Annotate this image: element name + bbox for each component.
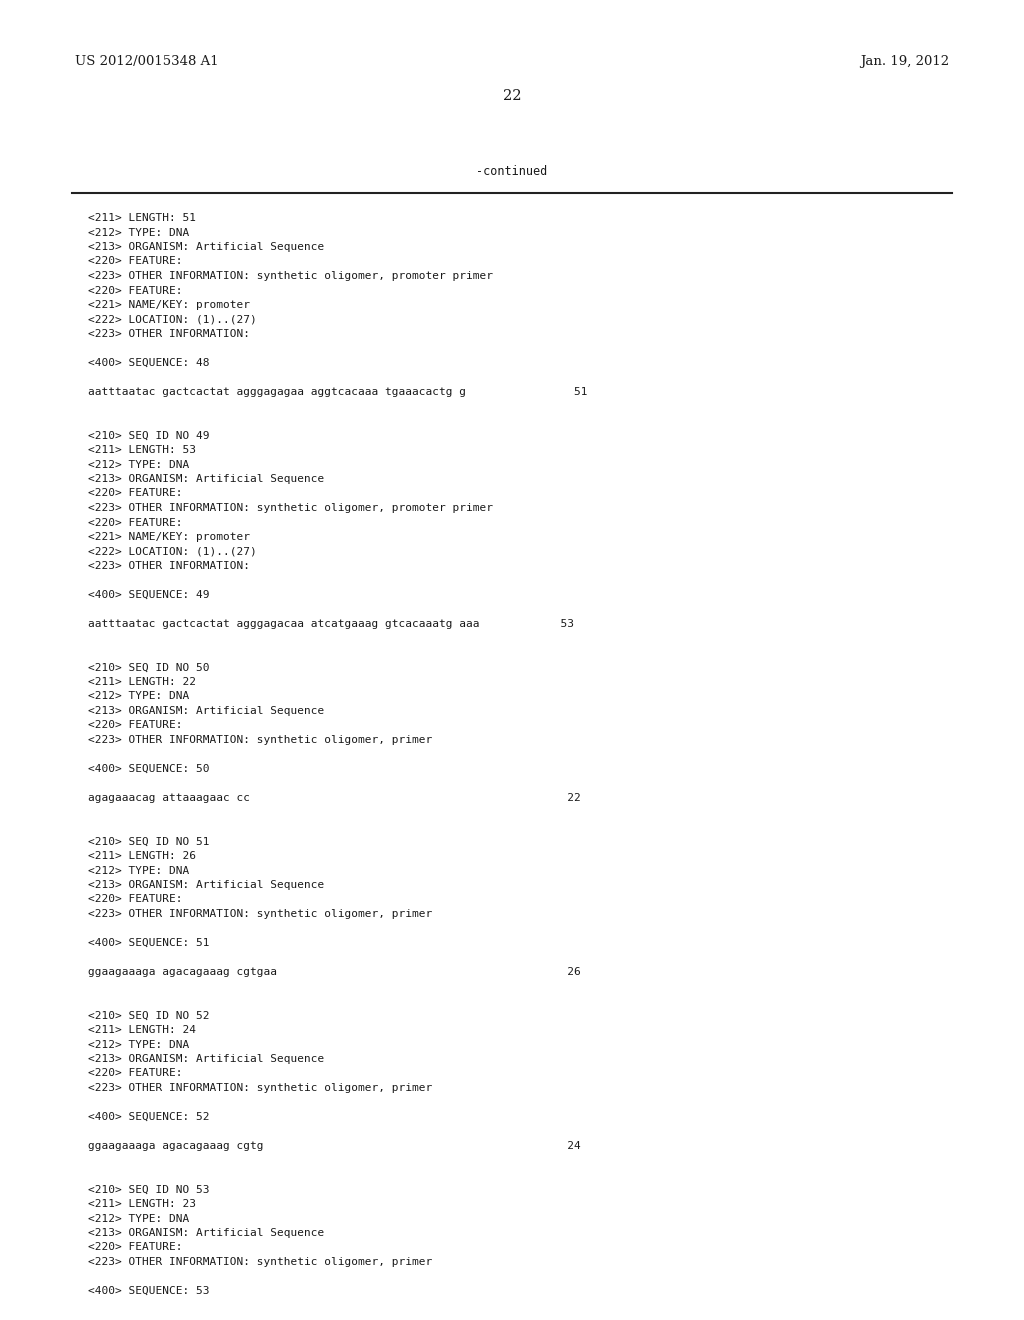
Text: -continued: -continued <box>476 165 548 178</box>
Text: <210> SEQ ID NO 53: <210> SEQ ID NO 53 <box>88 1184 210 1195</box>
Text: <213> ORGANISM: Artificial Sequence: <213> ORGANISM: Artificial Sequence <box>88 706 325 715</box>
Text: <400> SEQUENCE: 48: <400> SEQUENCE: 48 <box>88 358 210 368</box>
Text: <211> LENGTH: 24: <211> LENGTH: 24 <box>88 1026 196 1035</box>
Text: <220> FEATURE:: <220> FEATURE: <box>88 895 182 904</box>
Text: <212> TYPE: DNA: <212> TYPE: DNA <box>88 866 189 875</box>
Text: US 2012/0015348 A1: US 2012/0015348 A1 <box>75 55 219 69</box>
Text: <212> TYPE: DNA: <212> TYPE: DNA <box>88 692 189 701</box>
Text: <223> OTHER INFORMATION:: <223> OTHER INFORMATION: <box>88 329 250 339</box>
Text: 22: 22 <box>503 88 521 103</box>
Text: <210> SEQ ID NO 49: <210> SEQ ID NO 49 <box>88 430 210 441</box>
Text: <211> LENGTH: 51: <211> LENGTH: 51 <box>88 213 196 223</box>
Text: <400> SEQUENCE: 53: <400> SEQUENCE: 53 <box>88 1286 210 1296</box>
Text: <220> FEATURE:: <220> FEATURE: <box>88 1242 182 1253</box>
Text: <220> FEATURE:: <220> FEATURE: <box>88 488 182 499</box>
Text: <222> LOCATION: (1)..(27): <222> LOCATION: (1)..(27) <box>88 314 257 325</box>
Text: <220> FEATURE:: <220> FEATURE: <box>88 721 182 730</box>
Text: <220> FEATURE:: <220> FEATURE: <box>88 1068 182 1078</box>
Text: <211> LENGTH: 23: <211> LENGTH: 23 <box>88 1199 196 1209</box>
Text: <223> OTHER INFORMATION: synthetic oligomer, promoter primer: <223> OTHER INFORMATION: synthetic oligo… <box>88 503 493 513</box>
Text: <213> ORGANISM: Artificial Sequence: <213> ORGANISM: Artificial Sequence <box>88 1228 325 1238</box>
Text: aatttaatac gactcactat agggagacaa atcatgaaag gtcacaaatg aaa            53: aatttaatac gactcactat agggagacaa atcatga… <box>88 619 574 630</box>
Text: <221> NAME/KEY: promoter: <221> NAME/KEY: promoter <box>88 532 250 543</box>
Text: <223> OTHER INFORMATION: synthetic oligomer, promoter primer: <223> OTHER INFORMATION: synthetic oligo… <box>88 271 493 281</box>
Text: <400> SEQUENCE: 52: <400> SEQUENCE: 52 <box>88 1111 210 1122</box>
Text: <211> LENGTH: 26: <211> LENGTH: 26 <box>88 851 196 861</box>
Text: aatttaatac gactcactat agggagagaa aggtcacaaa tgaaacactg g                51: aatttaatac gactcactat agggagagaa aggtcac… <box>88 387 588 397</box>
Text: <213> ORGANISM: Artificial Sequence: <213> ORGANISM: Artificial Sequence <box>88 1053 325 1064</box>
Text: <211> LENGTH: 22: <211> LENGTH: 22 <box>88 677 196 686</box>
Text: <400> SEQUENCE: 50: <400> SEQUENCE: 50 <box>88 764 210 774</box>
Text: <223> OTHER INFORMATION: synthetic oligomer, primer: <223> OTHER INFORMATION: synthetic oligo… <box>88 735 432 744</box>
Text: <213> ORGANISM: Artificial Sequence: <213> ORGANISM: Artificial Sequence <box>88 474 325 484</box>
Text: <210> SEQ ID NO 51: <210> SEQ ID NO 51 <box>88 837 210 846</box>
Text: <223> OTHER INFORMATION: synthetic oligomer, primer: <223> OTHER INFORMATION: synthetic oligo… <box>88 909 432 919</box>
Text: <223> OTHER INFORMATION: synthetic oligomer, primer: <223> OTHER INFORMATION: synthetic oligo… <box>88 1082 432 1093</box>
Text: agagaaacag attaaagaac cc                                               22: agagaaacag attaaagaac cc 22 <box>88 793 581 803</box>
Text: <400> SEQUENCE: 49: <400> SEQUENCE: 49 <box>88 590 210 601</box>
Text: <223> OTHER INFORMATION: synthetic oligomer, primer: <223> OTHER INFORMATION: synthetic oligo… <box>88 1257 432 1267</box>
Text: <223> OTHER INFORMATION:: <223> OTHER INFORMATION: <box>88 561 250 572</box>
Text: <400> SEQUENCE: 51: <400> SEQUENCE: 51 <box>88 939 210 948</box>
Text: <210> SEQ ID NO 52: <210> SEQ ID NO 52 <box>88 1011 210 1020</box>
Text: <220> FEATURE:: <220> FEATURE: <box>88 256 182 267</box>
Text: Jan. 19, 2012: Jan. 19, 2012 <box>860 55 949 69</box>
Text: <213> ORGANISM: Artificial Sequence: <213> ORGANISM: Artificial Sequence <box>88 880 325 890</box>
Text: <220> FEATURE:: <220> FEATURE: <box>88 517 182 528</box>
Text: <212> TYPE: DNA: <212> TYPE: DNA <box>88 227 189 238</box>
Text: <212> TYPE: DNA: <212> TYPE: DNA <box>88 459 189 470</box>
Text: ggaagaaaga agacagaaag cgtgaa                                           26: ggaagaaaga agacagaaag cgtgaa 26 <box>88 968 581 977</box>
Text: <222> LOCATION: (1)..(27): <222> LOCATION: (1)..(27) <box>88 546 257 557</box>
Text: <213> ORGANISM: Artificial Sequence: <213> ORGANISM: Artificial Sequence <box>88 242 325 252</box>
Text: <220> FEATURE:: <220> FEATURE: <box>88 285 182 296</box>
Text: <212> TYPE: DNA: <212> TYPE: DNA <box>88 1040 189 1049</box>
Text: <210> SEQ ID NO 50: <210> SEQ ID NO 50 <box>88 663 210 672</box>
Text: <211> LENGTH: 53: <211> LENGTH: 53 <box>88 445 196 455</box>
Text: <212> TYPE: DNA: <212> TYPE: DNA <box>88 1213 189 1224</box>
Text: ggaagaaaga agacagaaag cgtg                                             24: ggaagaaaga agacagaaag cgtg 24 <box>88 1140 581 1151</box>
Text: <221> NAME/KEY: promoter: <221> NAME/KEY: promoter <box>88 300 250 310</box>
